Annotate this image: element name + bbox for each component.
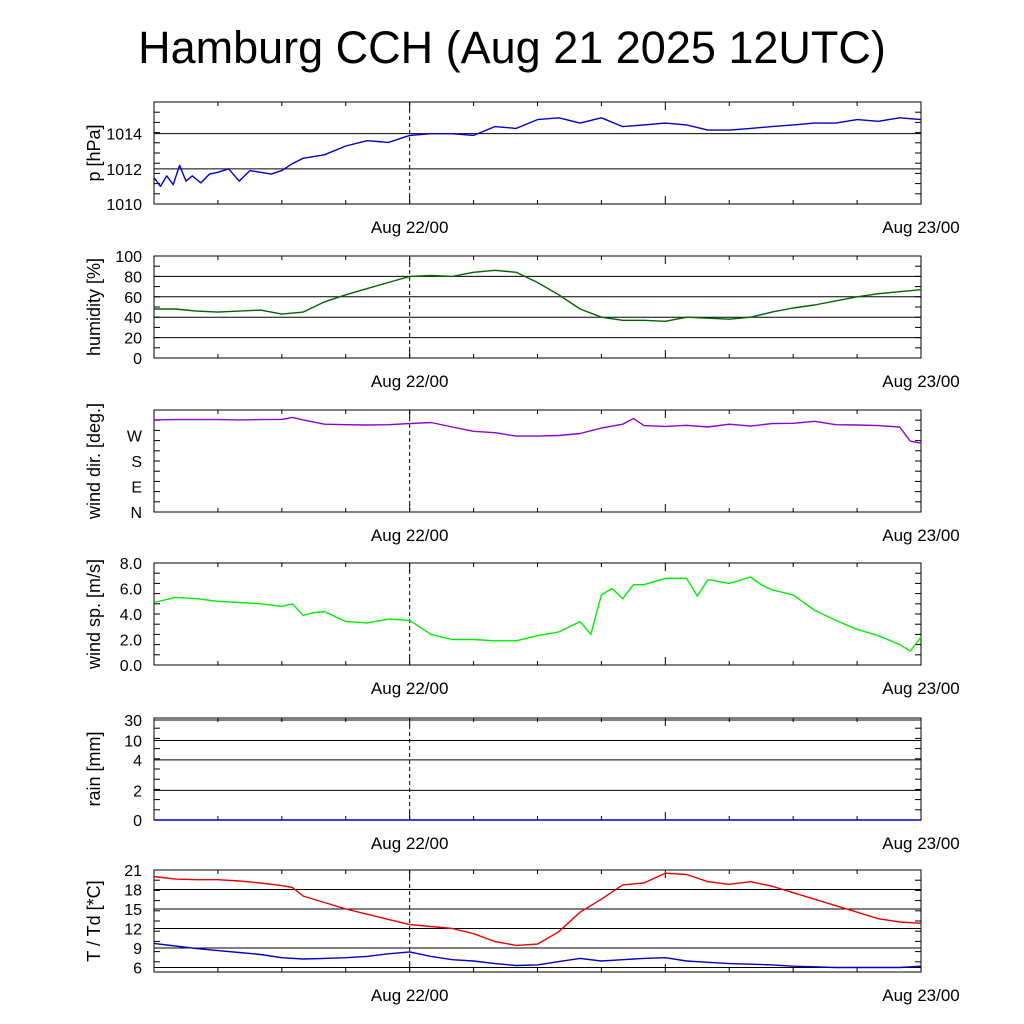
wind_direction-ytick-label: S — [131, 454, 142, 471]
rain-xtick-label: Aug 22/00 — [371, 834, 449, 853]
temperature-ytick-label: 21 — [124, 863, 142, 880]
pressure-xtick-label: Aug 23/00 — [882, 218, 960, 237]
temperature-xtick-label: Aug 22/00 — [371, 986, 449, 1005]
temperature-ytick-label: 12 — [124, 921, 142, 938]
rain-ytick-label: 10 — [124, 733, 142, 750]
humidity-frame — [153, 255, 922, 359]
wind_speed-ytick-label: 2.0 — [120, 633, 142, 650]
wind_speed-frame — [153, 562, 922, 666]
pressure-xtick-label: Aug 22/00 — [371, 218, 449, 237]
pressure-ytick-label: 1014 — [106, 127, 142, 144]
humidity-xtick-label: Aug 23/00 — [882, 372, 960, 391]
pressure-series-0 — [153, 117, 922, 188]
humidity-series-0 — [154, 269, 922, 322]
humidity-ytick-label: 40 — [124, 310, 142, 327]
wind_direction-ytick-label: E — [131, 480, 142, 497]
temperature-frame — [153, 869, 922, 973]
pressure-ylabel: p [hPa] — [84, 124, 104, 181]
wind_direction-ytick-label: N — [130, 505, 142, 522]
wind_speed-series-0 — [153, 576, 922, 652]
pressure-ytick-label: 1010 — [106, 197, 142, 214]
humidity-ytick-label: 0 — [133, 351, 142, 368]
wind_speed-xtick-label: Aug 22/00 — [371, 679, 449, 698]
rain-ytick-label: 0 — [133, 813, 142, 830]
pressure-frame — [153, 101, 922, 205]
humidity-ytick-label: 20 — [124, 331, 142, 348]
wind_direction-frame — [153, 409, 922, 513]
temperature-ytick-label: 15 — [124, 902, 142, 919]
humidity-xtick-label: Aug 22/00 — [371, 372, 449, 391]
temperature-ylabel: T / Td [*C] — [84, 880, 104, 961]
rain-frame — [153, 717, 922, 821]
rain-ytick-label: 30 — [124, 713, 142, 730]
wind_direction-xtick-label: Aug 22/00 — [371, 526, 449, 545]
chart-title: Hamburg CCH (Aug 21 2025 12UTC) — [138, 22, 886, 73]
humidity-ytick-label: 60 — [124, 290, 142, 307]
wind_speed-ylabel: wind sp. [m/s] — [84, 559, 104, 670]
rain-ylabel: rain [mm] — [84, 731, 104, 806]
temperature-series-0 — [153, 872, 922, 947]
temperature-series-1 — [153, 942, 922, 969]
wind_speed-ytick-label: 8.0 — [120, 556, 142, 573]
wind_speed-ytick-label: 0.0 — [120, 658, 142, 675]
temperature-ytick-label: 18 — [124, 882, 142, 899]
wind_direction-ytick-label: W — [127, 429, 143, 446]
temperature-ytick-label: 6 — [133, 960, 142, 977]
humidity-ytick-label: 100 — [115, 249, 142, 266]
wind_direction-series-0 — [153, 416, 922, 444]
wind_speed-ytick-label: 6.0 — [120, 582, 142, 599]
rain-ytick-label: 4 — [133, 753, 142, 770]
pressure-ytick-label: 1012 — [106, 162, 142, 179]
temperature-ytick-label: 9 — [133, 941, 142, 958]
humidity-ytick-label: 80 — [124, 269, 142, 286]
wind_speed-ytick-label: 4.0 — [120, 607, 142, 624]
rain-ytick-label: 2 — [133, 783, 142, 800]
wind_direction-ylabel: wind dir. [deg.] — [84, 403, 104, 520]
wind_speed-xtick-label: Aug 23/00 — [882, 679, 960, 698]
rain-xtick-label: Aug 23/00 — [882, 834, 960, 853]
humidity-ylabel: humidity [%] — [84, 258, 104, 356]
wind_direction-xtick-label: Aug 23/00 — [882, 526, 960, 545]
temperature-xtick-label: Aug 23/00 — [882, 986, 960, 1005]
